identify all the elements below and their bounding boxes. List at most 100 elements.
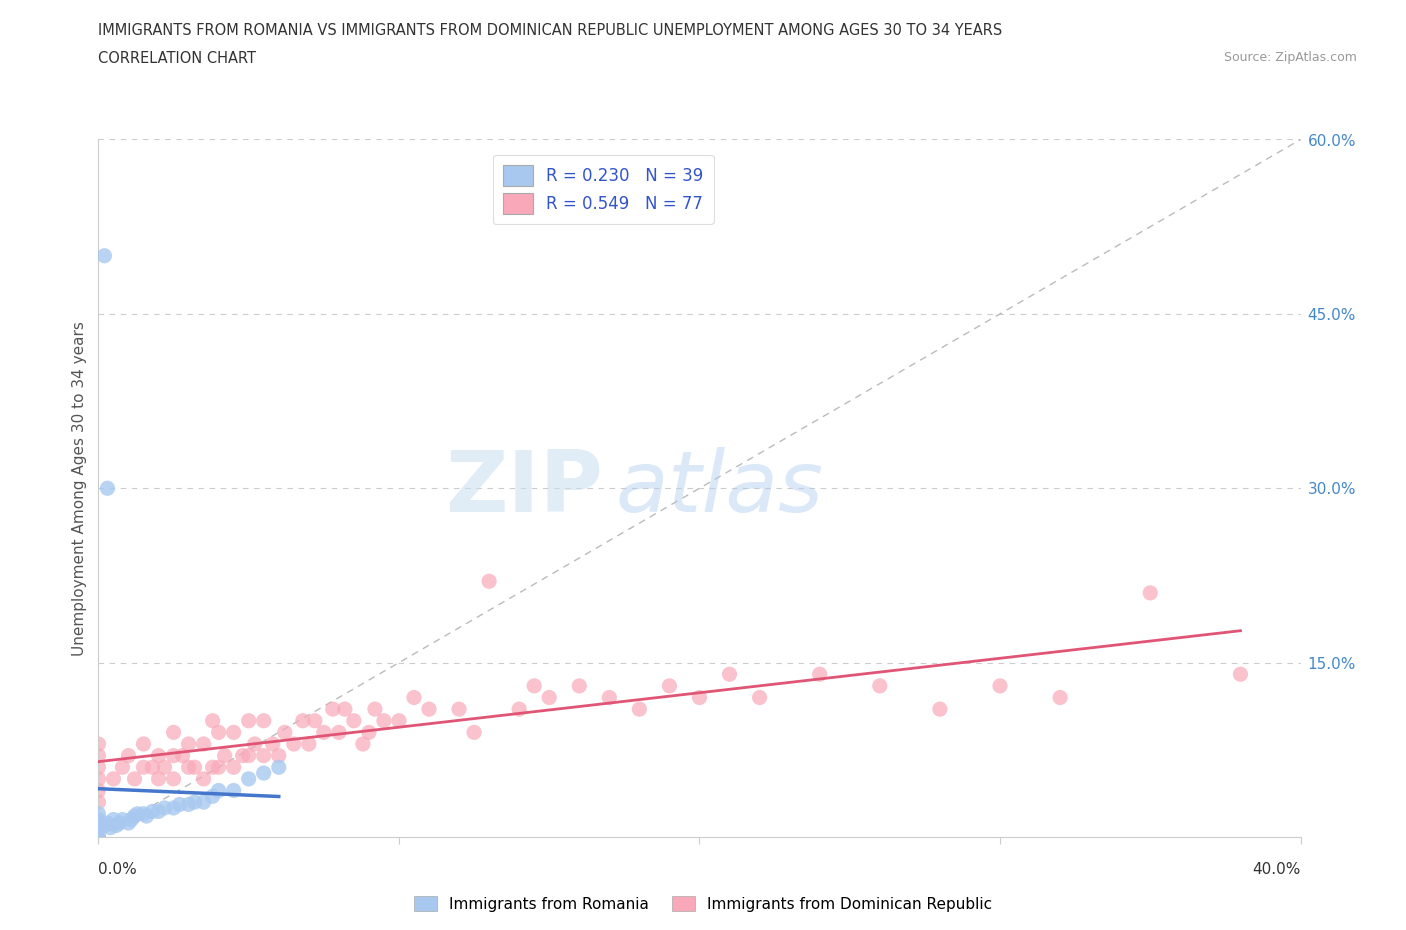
- Point: [162, 772, 184, 787]
- Point: [153, 760, 176, 775]
- Point: [373, 713, 395, 728]
- Point: [267, 748, 290, 763]
- Point: [598, 690, 620, 705]
- Point: [304, 713, 326, 728]
- Text: 0.0%: 0.0%: [98, 862, 138, 877]
- Legend: R = 0.230   N = 39, R = 0.549   N = 77: R = 0.230 N = 39, R = 0.549 N = 77: [494, 154, 714, 224]
- Point: [222, 760, 245, 775]
- Point: [87, 760, 110, 775]
- Point: [162, 801, 184, 816]
- Point: [87, 783, 110, 798]
- Point: [253, 765, 276, 780]
- Point: [388, 713, 411, 728]
- Point: [93, 248, 115, 263]
- Point: [87, 812, 110, 827]
- Legend: Immigrants from Romania, Immigrants from Dominican Republic: Immigrants from Romania, Immigrants from…: [408, 889, 998, 918]
- Point: [274, 725, 297, 740]
- Point: [208, 725, 231, 740]
- Point: [172, 748, 194, 763]
- Point: [232, 748, 254, 763]
- Point: [148, 804, 170, 819]
- Point: [364, 701, 387, 716]
- Point: [141, 804, 163, 819]
- Point: [177, 737, 200, 751]
- Point: [201, 760, 224, 775]
- Point: [418, 701, 440, 716]
- Point: [87, 830, 110, 844]
- Point: [1229, 667, 1251, 682]
- Point: [291, 713, 314, 728]
- Point: [201, 713, 224, 728]
- Text: IMMIGRANTS FROM ROMANIA VS IMMIGRANTS FROM DOMINICAN REPUBLIC UNEMPLOYMENT AMONG: IMMIGRANTS FROM ROMANIA VS IMMIGRANTS FR…: [98, 23, 1002, 38]
- Point: [87, 830, 110, 844]
- Point: [262, 737, 284, 751]
- Point: [111, 760, 134, 775]
- Point: [141, 760, 163, 775]
- Point: [352, 737, 374, 751]
- Point: [117, 748, 139, 763]
- Point: [253, 748, 276, 763]
- Point: [208, 760, 231, 775]
- Point: [214, 748, 236, 763]
- Point: [183, 794, 205, 809]
- Point: [658, 679, 681, 694]
- Point: [718, 667, 741, 682]
- Point: [177, 797, 200, 812]
- Point: [148, 772, 170, 787]
- Point: [357, 725, 380, 740]
- Point: [523, 679, 546, 694]
- Point: [238, 748, 260, 763]
- Point: [127, 806, 149, 821]
- Point: [201, 789, 224, 804]
- Point: [124, 772, 146, 787]
- Point: [343, 713, 366, 728]
- Point: [333, 701, 356, 716]
- Point: [105, 818, 128, 833]
- Point: [322, 701, 344, 716]
- Point: [193, 794, 215, 809]
- Point: [87, 806, 110, 821]
- Text: atlas: atlas: [616, 446, 824, 530]
- Point: [267, 760, 290, 775]
- Y-axis label: Unemployment Among Ages 30 to 34 years: Unemployment Among Ages 30 to 34 years: [72, 321, 87, 656]
- Point: [808, 667, 831, 682]
- Point: [87, 794, 110, 809]
- Point: [87, 772, 110, 787]
- Point: [222, 783, 245, 798]
- Point: [117, 816, 139, 830]
- Point: [87, 824, 110, 839]
- Point: [929, 701, 952, 716]
- Point: [193, 772, 215, 787]
- Point: [568, 679, 591, 694]
- Point: [447, 701, 470, 716]
- Point: [328, 725, 350, 740]
- Point: [177, 760, 200, 775]
- Point: [103, 812, 125, 827]
- Point: [283, 737, 305, 751]
- Point: [1139, 586, 1161, 601]
- Point: [100, 820, 122, 835]
- Point: [748, 690, 770, 705]
- Point: [463, 725, 485, 740]
- Point: [478, 574, 501, 589]
- Text: 40.0%: 40.0%: [1253, 862, 1301, 877]
- Point: [312, 725, 335, 740]
- Text: ZIP: ZIP: [446, 446, 603, 530]
- Point: [169, 797, 191, 812]
- Point: [96, 816, 118, 830]
- Point: [124, 809, 146, 824]
- Point: [508, 701, 530, 716]
- Point: [87, 816, 110, 830]
- Point: [103, 772, 125, 787]
- Point: [121, 812, 143, 827]
- Point: [869, 679, 891, 694]
- Point: [87, 830, 110, 844]
- Point: [162, 725, 184, 740]
- Point: [87, 820, 110, 835]
- Point: [183, 760, 205, 775]
- Point: [153, 801, 176, 816]
- Point: [238, 713, 260, 728]
- Point: [538, 690, 561, 705]
- Point: [1049, 690, 1071, 705]
- Text: Source: ZipAtlas.com: Source: ZipAtlas.com: [1223, 51, 1357, 64]
